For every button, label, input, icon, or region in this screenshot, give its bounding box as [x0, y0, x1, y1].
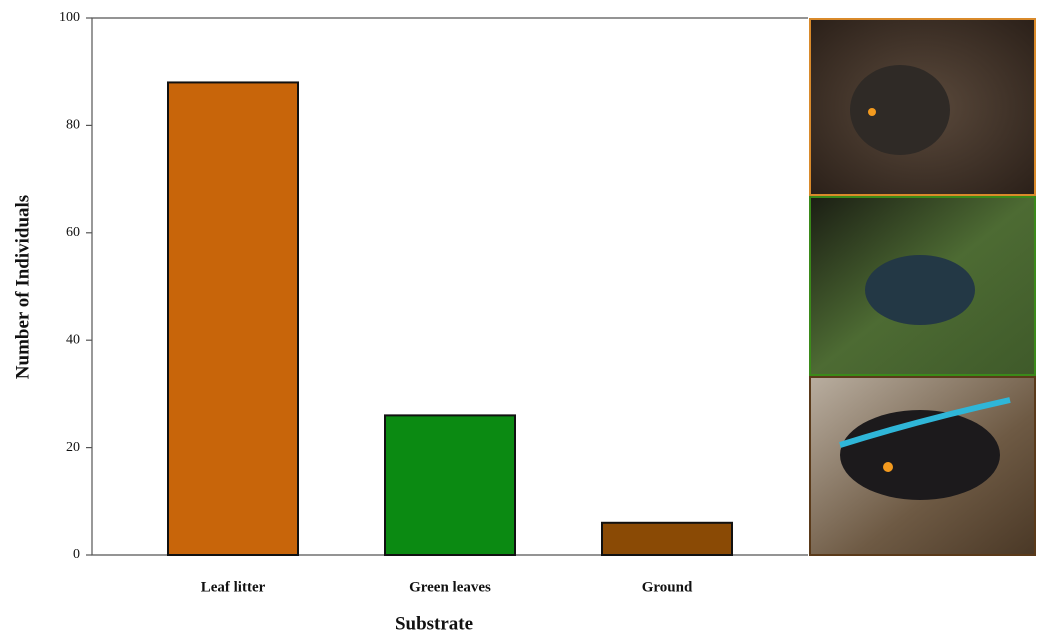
- frog-shape: [865, 255, 975, 325]
- x-axis-label: Substrate: [395, 613, 473, 634]
- y-tick-label: 80: [66, 118, 80, 133]
- y-tick-label: 20: [66, 440, 80, 455]
- x-tick-label: Green leaves: [409, 579, 491, 595]
- y-tick-label: 0: [73, 547, 80, 562]
- frog-spot: [883, 462, 893, 472]
- bar: [601, 521, 733, 557]
- bar: [384, 414, 516, 556]
- y-tick-label: 60: [66, 225, 80, 240]
- x-tick-label: Ground: [642, 579, 693, 595]
- photo-panel: [809, 18, 1036, 556]
- y-tick-label: 40: [66, 332, 80, 347]
- x-tick-label: Leaf litter: [201, 579, 266, 595]
- frog-stripe: [839, 397, 1011, 448]
- frog-shape: [850, 65, 950, 155]
- y-axis-label: Number of Individuals: [12, 195, 33, 379]
- y-tick-label: 100: [59, 10, 80, 25]
- frog-spot: [868, 108, 876, 116]
- bar: [167, 81, 299, 556]
